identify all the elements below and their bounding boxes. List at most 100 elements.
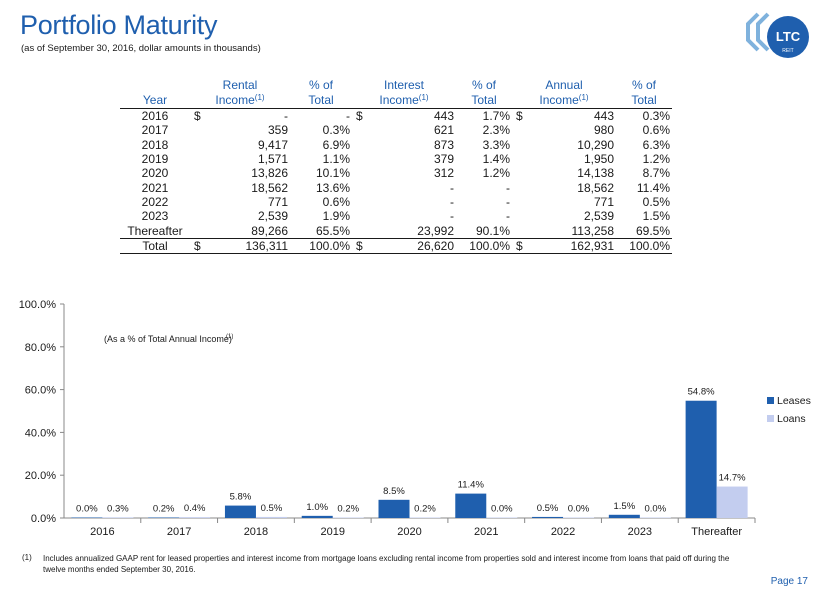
cell-id bbox=[352, 166, 372, 180]
leases-data-label: 0.5% bbox=[537, 503, 559, 514]
cell-ad bbox=[512, 138, 532, 152]
loans-bar bbox=[255, 516, 287, 518]
leases-bar bbox=[224, 505, 256, 518]
cell-rental: 771 bbox=[267, 194, 288, 209]
cell-annual: 10,290 bbox=[577, 137, 614, 152]
legend-swatch-leases bbox=[767, 397, 774, 404]
cell-rd bbox=[190, 195, 210, 209]
th-annual-1: Annual bbox=[545, 78, 583, 92]
cell-year: Thereafter bbox=[127, 223, 183, 238]
cell-apct: 0.3% bbox=[642, 109, 670, 124]
th-interest-pct-1: % of bbox=[471, 78, 496, 92]
legend-label-loans: Loans bbox=[777, 413, 806, 425]
legend-swatch-loans bbox=[767, 415, 774, 422]
cell-interest: 312 bbox=[433, 166, 454, 181]
leases-bar bbox=[301, 515, 333, 518]
th-rental-sup: (1) bbox=[254, 93, 265, 102]
cell-rental: 359 bbox=[267, 123, 288, 138]
cell-annual: 771 bbox=[593, 194, 614, 209]
cell-ipct: 1.4% bbox=[482, 152, 510, 167]
leases-data-label: 54.8% bbox=[688, 387, 715, 398]
loans-data-label: 0.0% bbox=[645, 504, 667, 515]
y-tick-label: 100.0% bbox=[19, 299, 57, 311]
leases-bar bbox=[608, 514, 640, 518]
cell-year: 2020 bbox=[141, 166, 169, 181]
th-annual-pct-2: Total bbox=[631, 93, 657, 107]
cell-annual: 113,258 bbox=[571, 223, 615, 238]
table-row: 2017 359 0.3% 621 2.3% 980 0.6% bbox=[120, 123, 672, 137]
cell-interest: - bbox=[450, 209, 454, 224]
cell-year: 2022 bbox=[141, 194, 169, 209]
loans-bar bbox=[563, 517, 595, 518]
leases-bar bbox=[378, 499, 410, 518]
cell-ad bbox=[512, 209, 532, 223]
cell-ad bbox=[512, 195, 532, 209]
cell-ipct: 2.3% bbox=[482, 123, 510, 138]
cell-rpct: 1.1% bbox=[322, 152, 350, 167]
cell-id bbox=[352, 209, 372, 223]
cell-apct: 100.0% bbox=[616, 237, 672, 254]
cell-year: 2021 bbox=[141, 180, 169, 195]
cell-rpct: 10.1% bbox=[315, 166, 350, 181]
cell-id bbox=[352, 195, 372, 209]
cell-rental: - bbox=[284, 109, 288, 124]
leases-data-label: 5.8% bbox=[230, 492, 252, 503]
cell-annual: 980 bbox=[593, 123, 614, 138]
cell-rd: $ bbox=[194, 109, 201, 124]
x-tick-label: 2018 bbox=[244, 526, 268, 538]
chart-annotation: (As a % of Total Annual Income) bbox=[104, 334, 232, 344]
cell-apct: 8.7% bbox=[642, 166, 670, 181]
cell-ad bbox=[512, 152, 532, 166]
cell-apct: 1.2% bbox=[642, 152, 670, 167]
cell-rpct: 6.9% bbox=[322, 137, 350, 152]
leases-data-label: 1.0% bbox=[306, 502, 328, 513]
cell-rental: 1,571 bbox=[257, 152, 288, 167]
cell-annual: 18,562 bbox=[577, 180, 614, 195]
cell-apct: 0.5% bbox=[642, 194, 670, 209]
loans-bar bbox=[716, 486, 748, 518]
page-subtitle: (as of September 30, 2016, dollar amount… bbox=[21, 43, 261, 54]
loans-data-label: 0.2% bbox=[337, 504, 359, 515]
cell-rental: 9,417 bbox=[257, 137, 288, 152]
cell-ipct: 1.2% bbox=[482, 166, 510, 181]
table-total-row: Total $136,311 100.0% $26,620 100.0% $162,931… bbox=[120, 237, 672, 254]
leases-data-label: 0.2% bbox=[153, 504, 175, 515]
table-row: 2023 2,539 1.9% - - 2,539 1.5% bbox=[120, 209, 672, 223]
x-tick-label: 2019 bbox=[320, 526, 344, 538]
loans-data-label: 0.3% bbox=[107, 503, 129, 514]
loans-bar bbox=[639, 517, 671, 518]
cell-rental: 18,562 bbox=[251, 180, 288, 195]
leases-data-label: 1.5% bbox=[614, 501, 636, 512]
cell-rd bbox=[190, 180, 210, 194]
th-interest-1: Interest bbox=[383, 78, 425, 92]
footnote-mark: (1) bbox=[22, 553, 32, 562]
leases-bar bbox=[455, 493, 487, 518]
cell-ad bbox=[512, 123, 532, 137]
cell-interest: 621 bbox=[433, 123, 454, 138]
y-tick-label: 40.0% bbox=[25, 427, 56, 439]
cell-ipct: - bbox=[506, 180, 510, 195]
cell-annual: 1,950 bbox=[583, 152, 614, 167]
cell-interest: - bbox=[450, 194, 454, 209]
cell-rd bbox=[190, 209, 210, 223]
loans-data-label: 0.5% bbox=[261, 503, 283, 514]
loans-bar bbox=[409, 517, 441, 518]
th-rental-1: Rental bbox=[222, 78, 258, 92]
cell-interest: - bbox=[450, 180, 454, 195]
cell-id bbox=[352, 152, 372, 166]
th-annual-sup: (1) bbox=[578, 93, 589, 102]
table-row: 2018 9,417 6.9% 873 3.3% 10,290 6.3% bbox=[120, 138, 672, 152]
maturity-chart: 0.0% 20.0% 40.0% 60.0% 80.0% 100.0% (As a % of… bbox=[19, 299, 811, 538]
cell-annual: 162,931 bbox=[532, 237, 616, 254]
cell-ipct: - bbox=[506, 194, 510, 209]
cell-rpct: 13.6% bbox=[315, 180, 350, 195]
loans-data-label: 0.4% bbox=[184, 503, 206, 514]
cell-year: 2016 bbox=[141, 109, 169, 124]
logo-circle bbox=[767, 16, 809, 58]
cell-rpct: 65.5% bbox=[315, 223, 350, 238]
cell-rental: 13,826 bbox=[251, 166, 288, 181]
cell-apct: 69.5% bbox=[635, 223, 670, 238]
leases-bar bbox=[532, 516, 564, 518]
cell-interest: 443 bbox=[433, 109, 454, 124]
cell-annual: 2,539 bbox=[583, 209, 614, 224]
